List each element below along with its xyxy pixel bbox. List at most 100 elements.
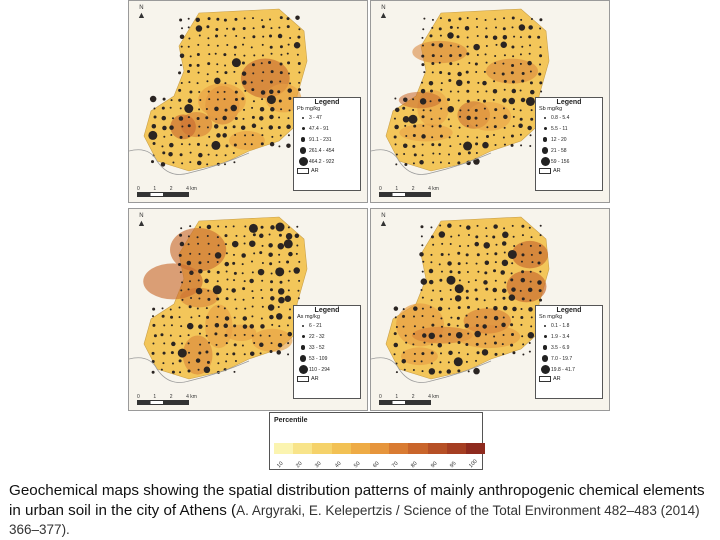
sample-point [297,297,300,300]
sample-point [249,278,254,284]
concentration-hotspot [197,83,246,118]
sample-point [476,224,479,227]
concentration-hotspot [399,123,453,142]
sample-point [421,115,425,119]
sample-point [475,359,478,362]
sample-point [278,233,282,237]
sample-point [223,98,226,101]
sample-point [207,242,210,245]
sample-point [162,97,166,101]
percentile-swatch [369,443,390,454]
sample-point [208,53,211,56]
sample-point [466,125,469,128]
sample-point [510,323,514,327]
sample-point [278,99,282,103]
sample-point [464,25,470,31]
sample-point [402,325,405,328]
sample-point [394,316,397,319]
sample-point [178,116,184,121]
sample-point [438,98,442,102]
map-panel-sb: N ▲ 0 1 2 4 km Legend Sb mg/kg 0.8 - 5.4 5.5 - 11… [370,0,610,203]
sample-point [259,334,262,337]
sample-point [412,108,415,111]
sample-point [438,117,441,120]
sample-point [527,287,533,293]
sample-point [234,53,237,56]
sample-point [449,242,452,245]
sample-point [279,16,283,20]
sample-point [440,252,444,256]
sample-point [494,26,497,29]
concentration-hotspot [170,227,227,272]
sample-point [484,18,487,21]
sample-point [483,107,486,110]
legend-class: 19.8 - 41.7 [539,364,602,375]
sample-point [286,143,291,148]
sample-point [537,261,541,265]
sample-point [474,288,478,292]
sample-point [268,233,271,236]
sample-point [243,353,246,356]
sample-point [423,17,426,20]
percentile-swatch [408,443,428,454]
sample-point [199,343,202,346]
sample-point [297,35,301,39]
sample-point [527,332,535,339]
sample-point [503,126,506,129]
sample-point [266,95,276,105]
legend-class: 464.2 - 922 [297,156,360,167]
sample-point [457,161,461,165]
sample-point [438,61,441,64]
sample-point [181,125,184,128]
sample-point [294,233,300,239]
sample-point [243,280,246,283]
sample-point [243,333,246,336]
sample-point [181,281,184,284]
legend-ar: AR [297,376,360,382]
sample-point [481,349,489,356]
sample-point [467,109,470,112]
sample-point [188,81,191,84]
sample-point [170,315,174,319]
sample-point [216,261,219,264]
sample-point [298,279,301,282]
sample-point [393,332,397,336]
sample-point [261,244,264,247]
sample-point [521,71,525,75]
sample-point [160,368,163,371]
sample-point [187,26,190,29]
sample-point [223,90,226,93]
sample-point [477,308,480,311]
sample-point [510,272,513,275]
sample-point [225,144,229,148]
sample-point [279,45,283,49]
sample-point [448,162,451,165]
sample-point [493,269,497,273]
sample-point [269,314,274,320]
sample-point [476,351,480,355]
sample-point [474,330,481,338]
sample-point [447,323,451,327]
sample-point [204,278,209,284]
sample-point [234,334,237,337]
sample-point [244,134,247,137]
legend-ar: AR [539,376,602,382]
sample-point [206,360,210,364]
sample-point [438,43,444,48]
sample-point [484,35,488,39]
sample-point [430,261,433,264]
sample-point [467,234,470,237]
sample-point [168,151,173,157]
sample-point [286,260,290,264]
sample-point [458,279,461,282]
sample-point [261,25,265,29]
sample-point [261,305,264,308]
sample-point [395,326,398,329]
sample-point [286,52,289,55]
sample-point [151,123,157,129]
sample-point [270,296,275,301]
legend-title: Legend [314,99,340,106]
map-panel-as: N ▲ 0 1 2 4 km Legend As mg/kg 6 - 21 22 - 32 33 -… [128,208,368,411]
concentration-hotspot [398,91,442,109]
legend-class: 53 - 109 [297,353,360,364]
